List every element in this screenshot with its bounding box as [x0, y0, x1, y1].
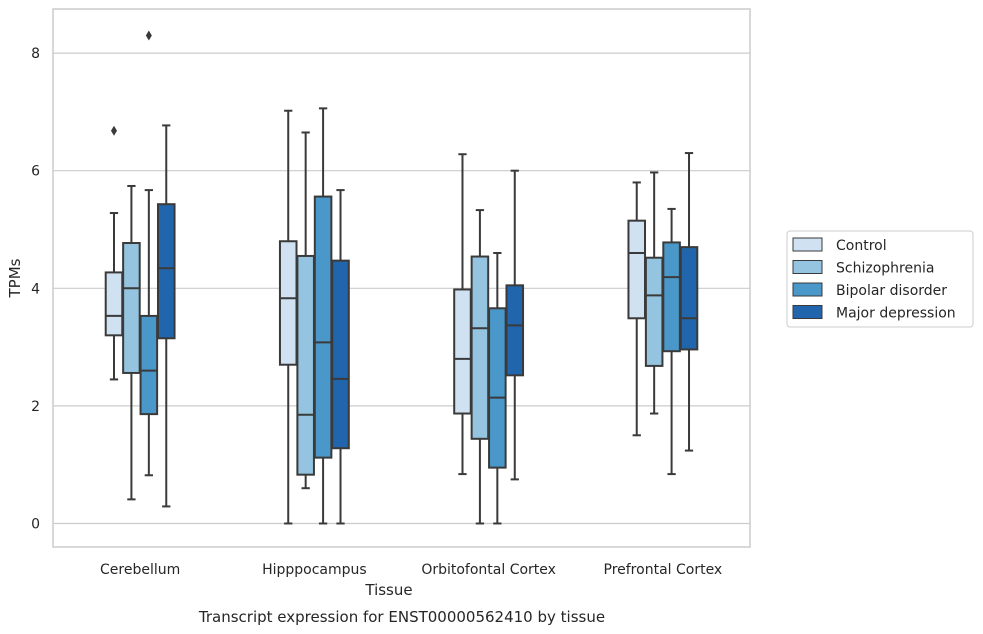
box-body	[470, 255, 490, 440]
y-axis-ticks: 0 2 4 6 8	[31, 46, 40, 532]
box-body	[627, 219, 647, 320]
x-tick-label-2: Orbitofontal Cortex	[421, 562, 556, 578]
box-body	[313, 195, 333, 459]
x-tick-label-0: Cerebellum	[100, 562, 180, 578]
box-body	[662, 241, 681, 353]
box-3-3	[679, 152, 699, 452]
x-tick-label-1: Hipppocampus	[262, 562, 367, 578]
legend-label-1: Schizophrenia	[836, 261, 934, 277]
legend-label-0: Control	[836, 238, 887, 254]
box-0-1	[122, 184, 141, 501]
box-body	[644, 256, 664, 367]
y-tick-label-2: 2	[31, 399, 40, 415]
box-body	[278, 240, 298, 366]
box-3-2	[662, 207, 681, 476]
legend: Control Schizophrenia Bipolar disorder Majo…	[786, 230, 974, 328]
outlier-point	[110, 125, 117, 136]
legend-frame	[786, 230, 974, 328]
legend-swatch-0	[792, 237, 823, 252]
box-2-2	[488, 252, 507, 525]
y-tick-label-6: 6	[31, 164, 40, 180]
outlier-point	[145, 30, 152, 41]
box-body	[122, 242, 141, 374]
box-body	[679, 246, 699, 351]
box-body	[505, 284, 525, 377]
box-0-3	[156, 124, 176, 508]
y-tick-label-0: 0	[31, 516, 40, 532]
legend-swatch-1	[792, 260, 823, 274]
y-tick-label-8: 8	[31, 46, 40, 62]
box-0-0	[104, 125, 124, 381]
box-1-0	[278, 109, 298, 525]
x-axis-label: Tissue	[364, 581, 412, 599]
box-body	[331, 259, 350, 450]
box-body	[488, 307, 507, 469]
legend-swatch-3	[792, 305, 823, 319]
box-body	[453, 288, 472, 415]
plot-frame	[52, 8, 751, 548]
box-body	[296, 254, 315, 476]
x-tick-label-3: Prefrontal Cortex	[604, 562, 723, 578]
box-2-3	[505, 169, 525, 481]
x-axis-ticks: Cerebellum Hipppocampus Orbitofontal Corte…	[100, 562, 722, 578]
box-0-2	[139, 30, 159, 477]
y-tick-label-4: 4	[31, 281, 40, 297]
box-body	[156, 203, 176, 340]
legend-swatch-2	[792, 282, 823, 297]
chart-caption: Transcript expression for ENST0000056241…	[198, 608, 605, 626]
box-body	[104, 271, 124, 337]
y-axis-label: TPMs	[6, 258, 24, 298]
legend-label-3: Major depression	[836, 306, 956, 322]
box-body	[139, 314, 159, 416]
box-1-3	[331, 189, 350, 525]
box-3-1	[644, 171, 664, 415]
box-1-1	[296, 131, 315, 490]
legend-label-2: Bipolar disorder	[836, 283, 947, 299]
boxes-layer	[104, 30, 699, 525]
